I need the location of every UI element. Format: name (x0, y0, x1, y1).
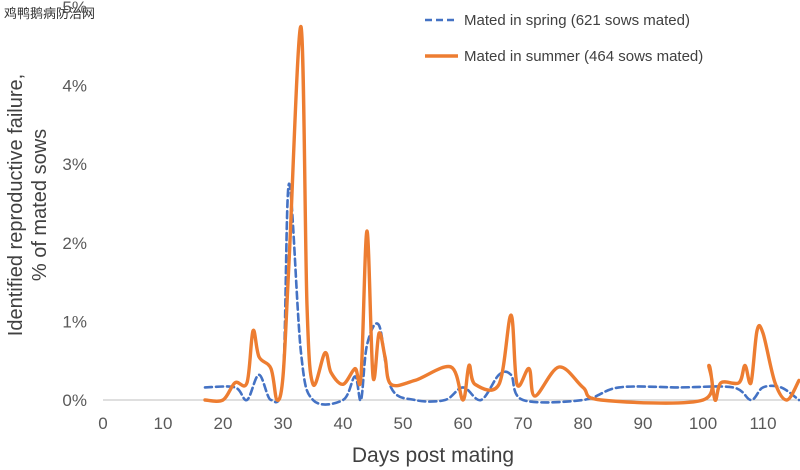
x-tick-label: 80 (574, 414, 593, 433)
x-tick-label: 90 (634, 414, 653, 433)
y-tick-label: 0% (62, 391, 87, 410)
y-tick-label: 4% (62, 77, 87, 96)
legend: Mated in spring (621 sows mated) Mated in… (425, 12, 703, 65)
y-axis-title: Identified reproductive failure,% of mat… (5, 74, 51, 336)
x-tick-label: 30 (274, 414, 293, 433)
x-tick-label: 60 (454, 414, 473, 433)
y-axis-title-line: Identified reproductive failure, (5, 74, 27, 336)
series-line-summer (203, 24, 800, 405)
x-tick-label: 20 (214, 414, 233, 433)
y-axis-ticks: 0% 1% 2% 3% 4% 5% (62, 0, 87, 410)
x-tick-label: 10 (154, 414, 173, 433)
y-tick-label: 3% (62, 155, 87, 174)
legend-label: Mated in spring (621 sows mated) (464, 12, 690, 29)
x-axis-title: Days post mating (352, 444, 514, 467)
y-tick-label: 5% (62, 0, 87, 17)
watermark-text: 鸡鸭鹅病防治网 (4, 7, 96, 22)
legend-label: Mated in summer (464 sows mated) (464, 48, 703, 65)
x-tick-label: 50 (394, 414, 413, 433)
x-tick-label: 110 (749, 414, 776, 433)
y-tick-label: 1% (62, 312, 87, 331)
y-axis-title-line: % of mated sows (29, 129, 51, 281)
x-tick-label: 0 (98, 414, 107, 433)
x-tick-label: 100 (689, 414, 717, 433)
series-layer (203, 24, 800, 406)
x-tick-label: 40 (334, 414, 353, 433)
y-tick-label: 2% (62, 234, 87, 253)
x-axis-ticks: 0 10 20 30 40 50 60 70 80 90 100 110 (98, 414, 776, 433)
x-tick-label: 70 (514, 414, 533, 433)
